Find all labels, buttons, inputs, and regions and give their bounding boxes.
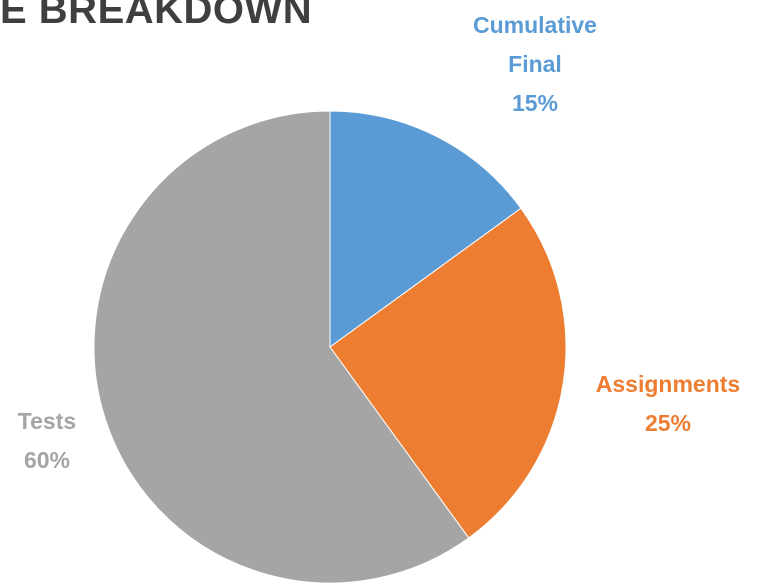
chart-title: E BREAKDOWN (0, 0, 313, 32)
slice-label-line: Final (508, 51, 562, 77)
pie-slice-tests (93, 110, 470, 584)
slice-label-line: Assignments (595, 371, 741, 397)
slice-value-label: 60% (23, 447, 71, 473)
slice-label-assignments: Assignments 25% (583, 365, 753, 443)
pie-slice-cumulative-final (329, 110, 522, 348)
slice-label-line: Tests (17, 408, 77, 434)
slice-value-label: 25% (644, 410, 692, 436)
slice-value-label: 15% (511, 90, 559, 116)
pie-slice-assignments (329, 207, 567, 539)
slice-label-cumulative-final: Cumulative Final 15% (455, 6, 615, 123)
slice-label-tests: Tests 60% (2, 402, 92, 480)
slice-label-line: Cumulative (473, 12, 597, 38)
